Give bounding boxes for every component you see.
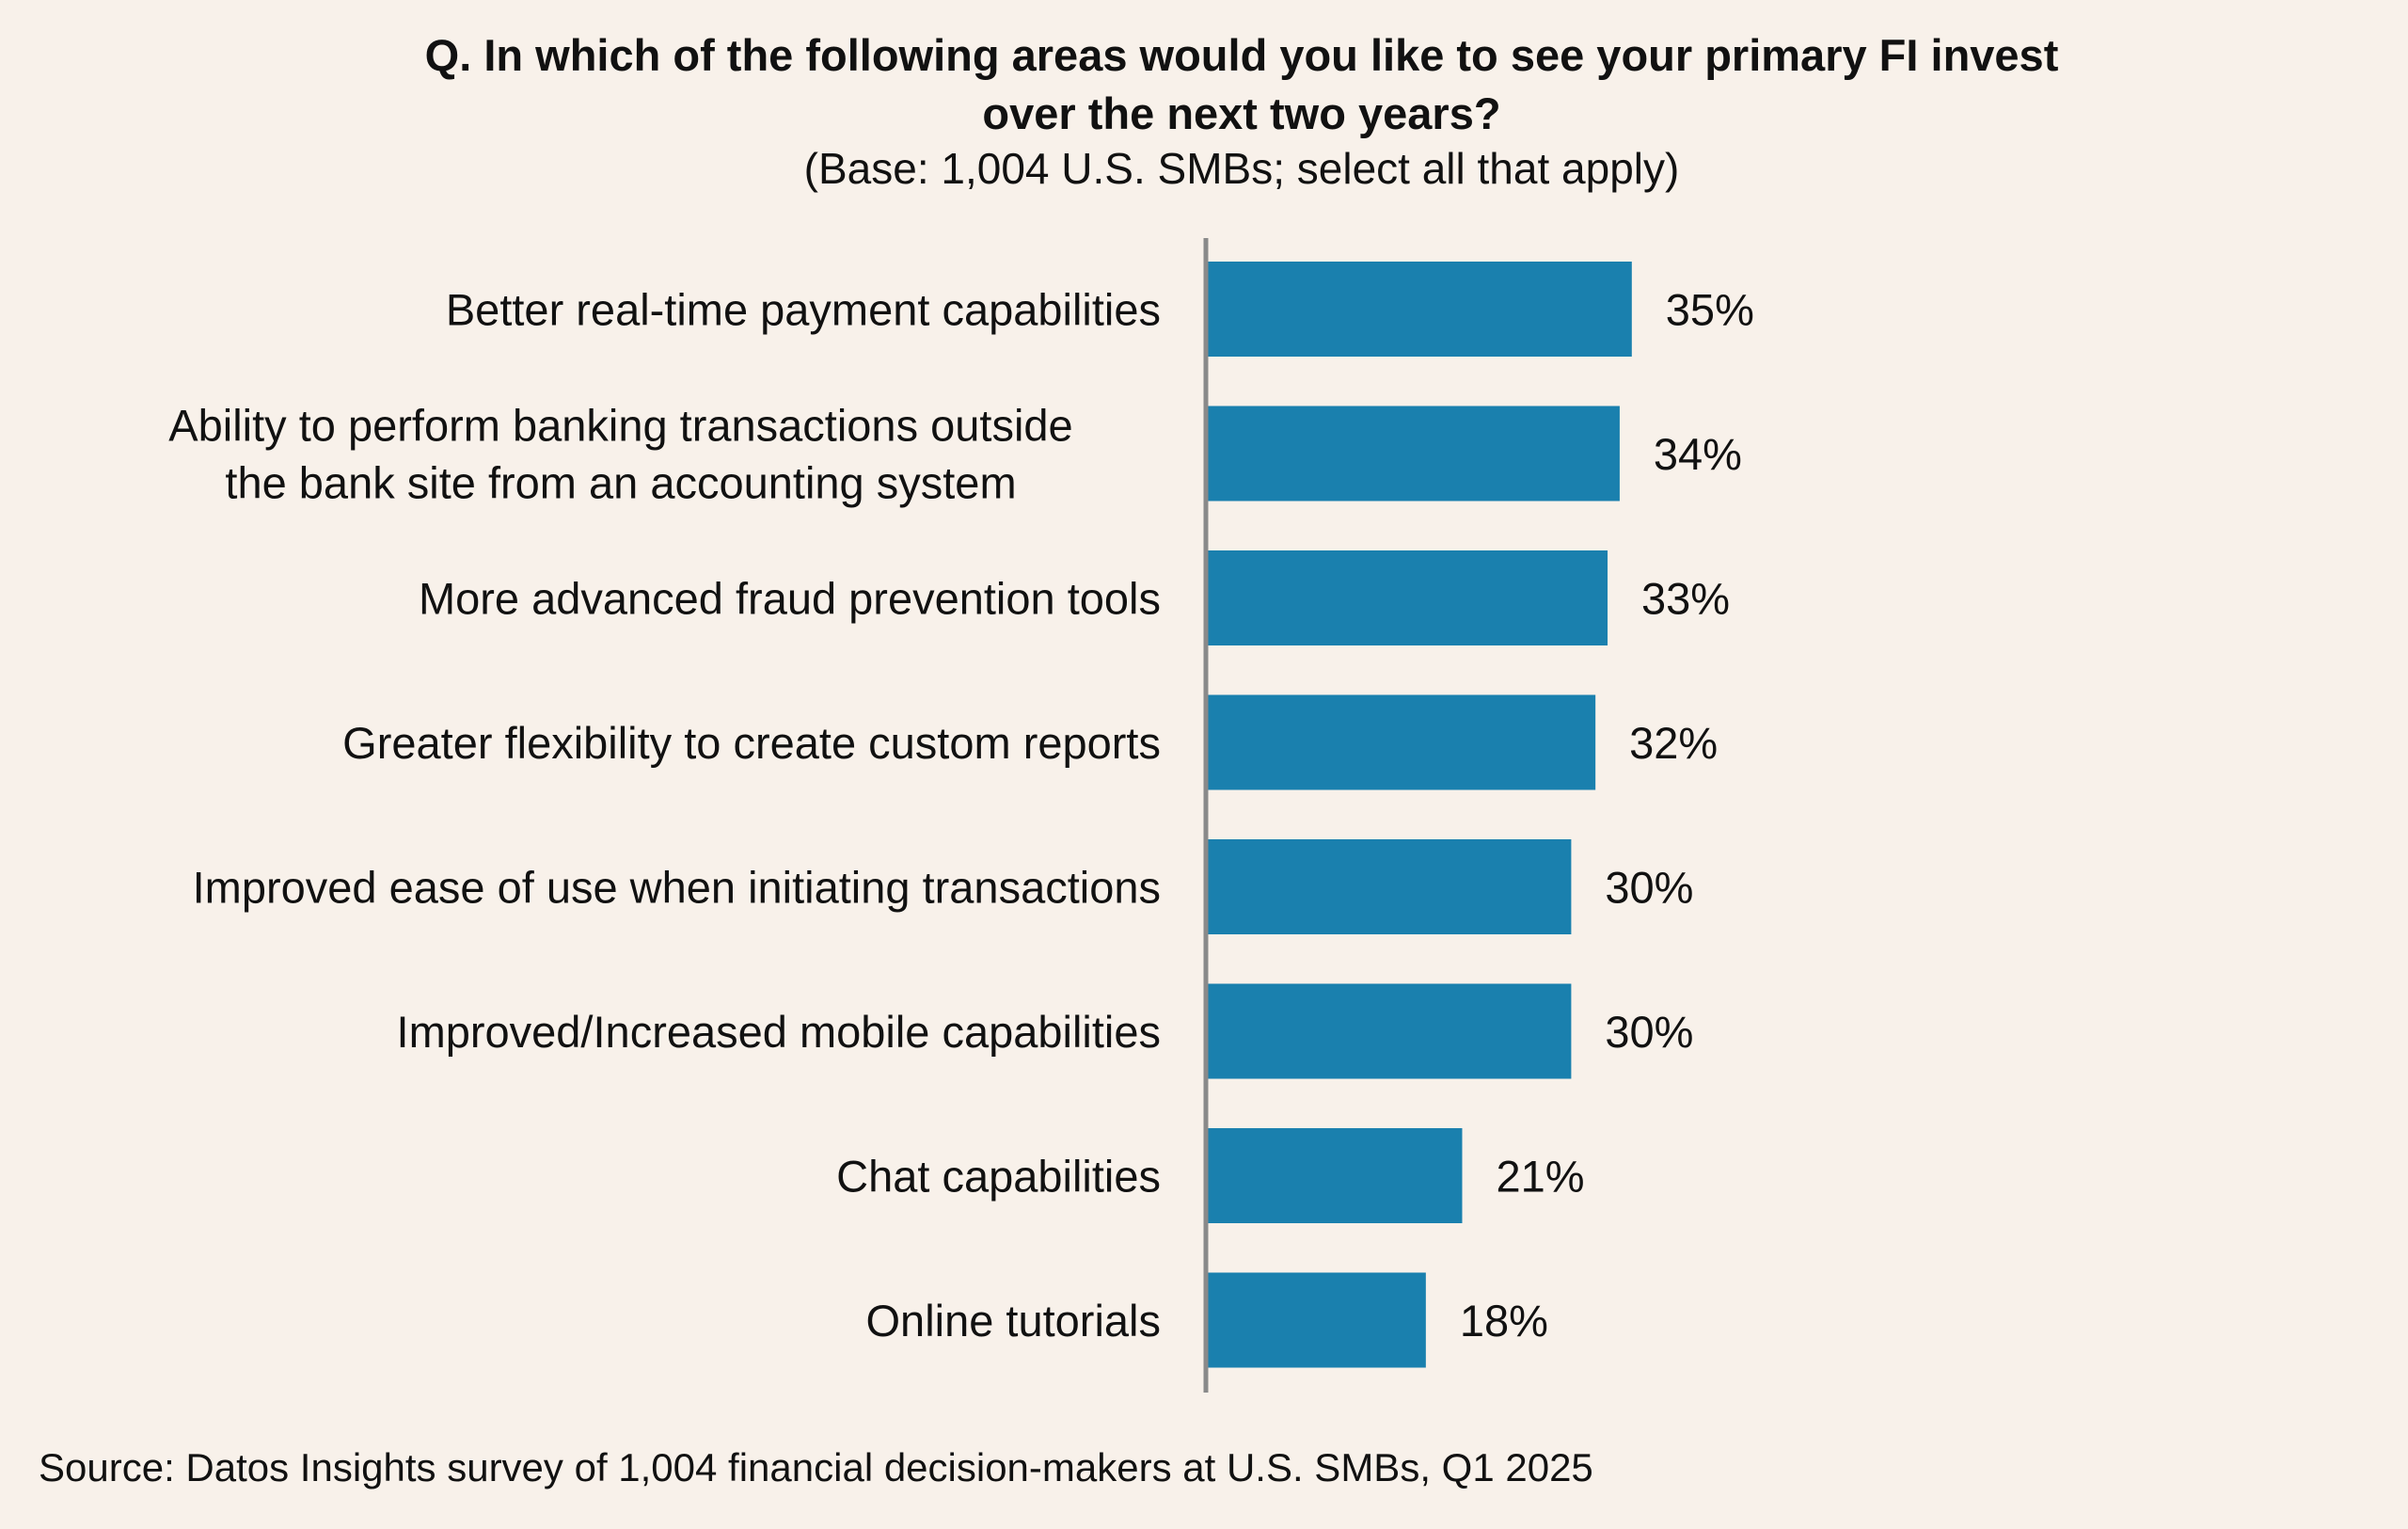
data-label: 33% xyxy=(1641,574,1730,624)
data-label: 18% xyxy=(1460,1296,1548,1346)
category-label: More advanced fraud prevention tools xyxy=(419,574,1161,624)
bar xyxy=(1208,550,1608,645)
category-label: the bank site from an accounting system xyxy=(225,458,1016,508)
category-label: Improved ease of use when initiating tra… xyxy=(193,863,1161,913)
data-label: 30% xyxy=(1605,863,1693,913)
data-label: 35% xyxy=(1666,285,1754,335)
bar xyxy=(1208,262,1632,357)
bar xyxy=(1208,406,1620,502)
bar xyxy=(1208,694,1596,790)
data-label: 21% xyxy=(1496,1152,1584,1202)
data-label: 34% xyxy=(1654,429,1742,479)
bar xyxy=(1208,839,1572,934)
source-note: Source: Datos Insights survey of 1,004 f… xyxy=(39,1445,1593,1489)
category-label: Better real-time payment capabilities xyxy=(446,285,1161,335)
category-label: Improved/Increased mobile capabilities xyxy=(397,1007,1161,1057)
category-label: Greater flexibility to create custom rep… xyxy=(342,718,1161,768)
data-label: 30% xyxy=(1605,1007,1693,1057)
chart-subtitle: (Base: 1,004 U.S. SMBs; select all that … xyxy=(803,144,1680,193)
bar xyxy=(1208,1272,1426,1368)
bar xyxy=(1208,1128,1463,1223)
chart-title-line-1: Q. In which of the following areas would… xyxy=(424,30,2059,80)
data-label: 32% xyxy=(1629,718,1718,768)
bar xyxy=(1208,983,1572,1079)
category-label: Online tutorials xyxy=(866,1296,1162,1346)
chart-title: Q. In which of the following areas would… xyxy=(0,26,2408,143)
category-label: Chat capabilities xyxy=(836,1152,1161,1202)
chart-title-line-2: over the next two years? xyxy=(982,88,1501,138)
category-label: Ability to perform banking transactions … xyxy=(168,401,1072,451)
